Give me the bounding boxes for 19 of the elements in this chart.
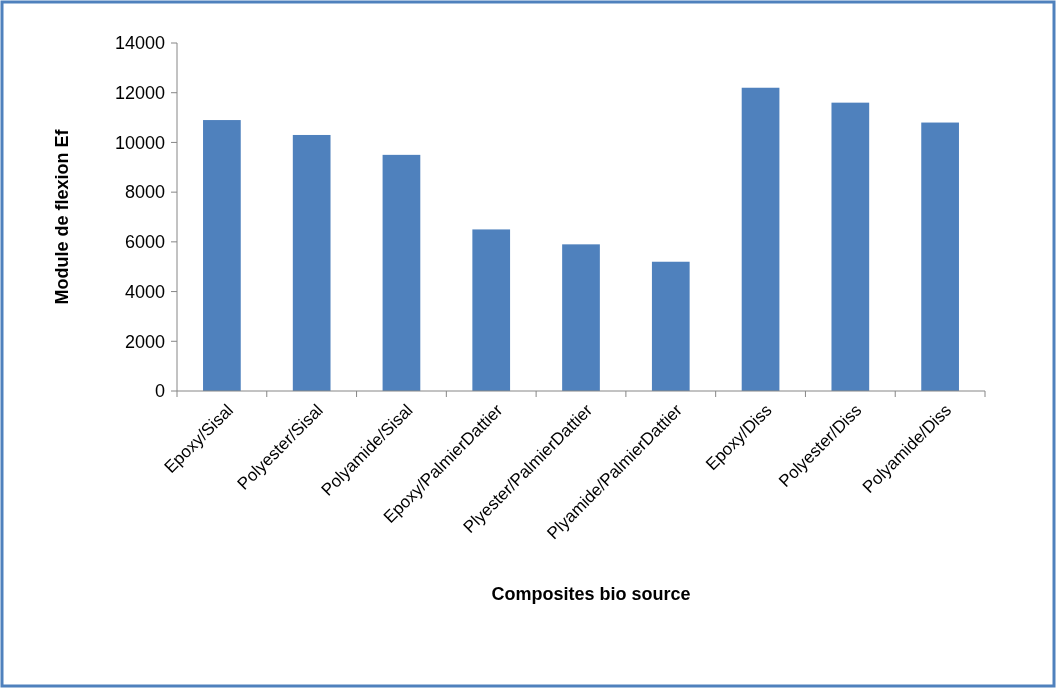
y-axis-title: Module de flexion Ef xyxy=(52,128,72,305)
bar xyxy=(472,229,511,391)
y-tick-label: 6000 xyxy=(124,232,165,253)
y-tick-label: 14000 xyxy=(114,33,165,54)
bar xyxy=(651,261,690,391)
y-tick-label: 10000 xyxy=(114,132,165,153)
bar xyxy=(741,87,780,391)
bar xyxy=(831,102,870,391)
y-tick-label: 0 xyxy=(154,381,165,402)
bar xyxy=(292,134,331,391)
bar xyxy=(562,244,600,391)
bar xyxy=(382,154,421,391)
y-tick-label: 12000 xyxy=(114,83,165,104)
y-tick-label: 2000 xyxy=(124,331,165,352)
bar xyxy=(203,120,241,391)
y-tick-label: 4000 xyxy=(124,281,165,302)
y-tick-label: 8000 xyxy=(124,182,165,203)
bar xyxy=(921,122,959,391)
x-axis-title: Composites bio source xyxy=(491,584,691,604)
